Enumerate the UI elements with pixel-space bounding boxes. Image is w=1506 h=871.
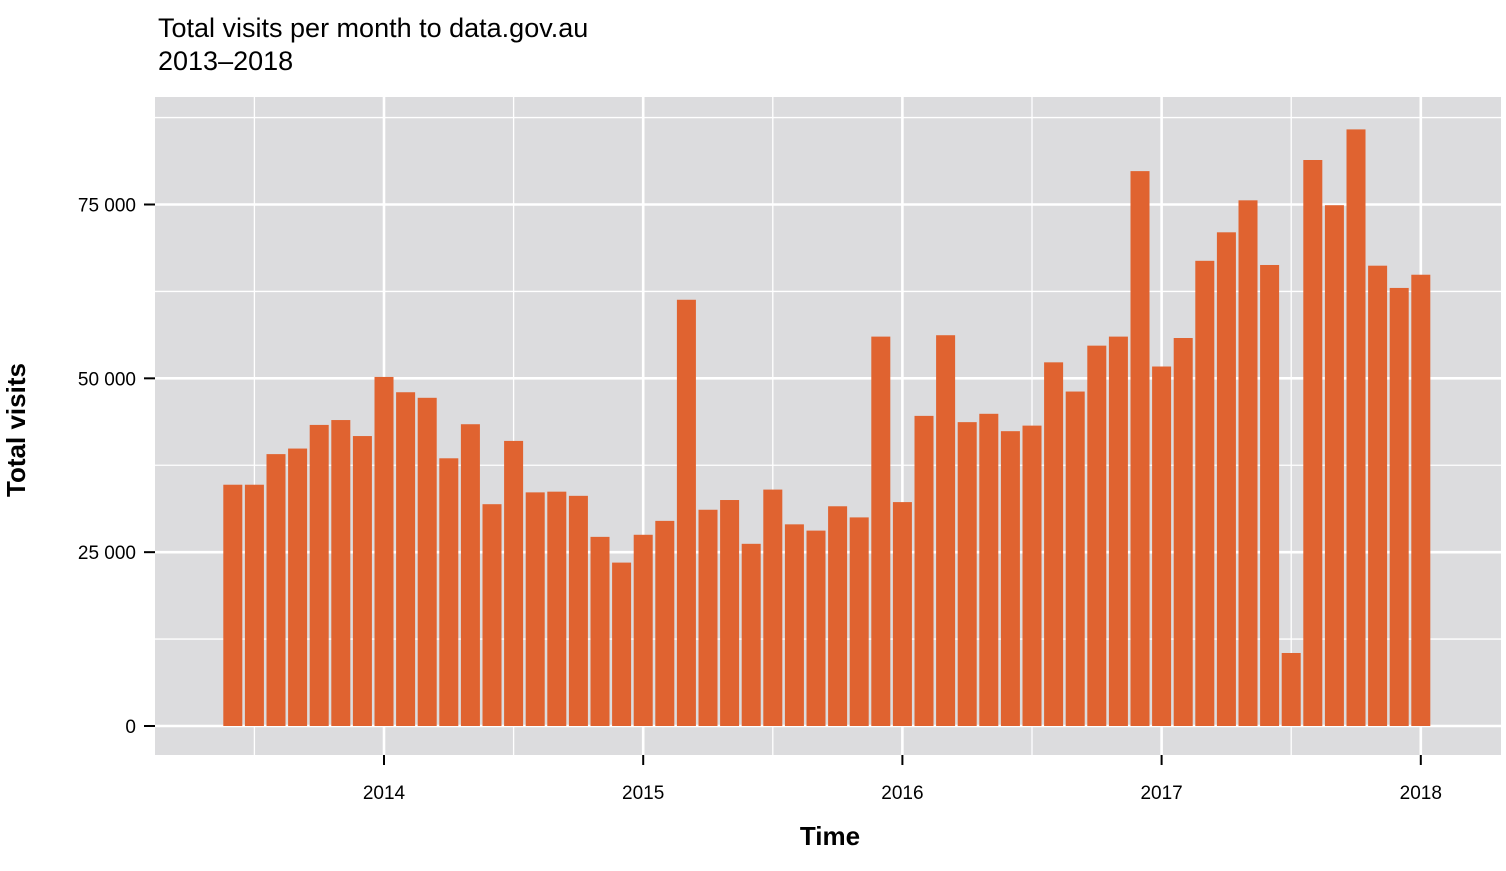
- bar: [828, 506, 848, 726]
- bar: [633, 534, 653, 726]
- bar: [1044, 362, 1064, 726]
- y-tick-label: 25 000: [78, 543, 136, 564]
- bar: [871, 336, 891, 726]
- bar: [612, 562, 632, 726]
- bar: [1065, 391, 1085, 726]
- bar: [1216, 232, 1236, 726]
- y-tick-label: 0: [125, 717, 136, 738]
- bar: [547, 491, 567, 726]
- bar: [741, 543, 761, 726]
- bar: [1130, 171, 1150, 726]
- bar: [655, 520, 675, 726]
- chart-title: Total visits per month to data.gov.au: [158, 13, 589, 43]
- bar: [1173, 338, 1193, 726]
- bar: [223, 484, 243, 726]
- y-tick-label: 75 000: [78, 196, 136, 217]
- bar: [1389, 287, 1409, 726]
- x-tick-label: 2018: [1400, 783, 1442, 804]
- bar: [266, 454, 286, 726]
- bar: [1368, 265, 1388, 726]
- x-tick-label: 2014: [363, 783, 406, 804]
- bar: [806, 530, 826, 726]
- bar: [1411, 274, 1431, 726]
- bars: [223, 129, 1431, 726]
- bar: [1087, 345, 1107, 726]
- bar: [914, 415, 934, 726]
- x-axis: 2014 2015 2016 2017 2018: [363, 755, 1442, 804]
- bar: [1108, 336, 1128, 726]
- bar: [936, 335, 956, 726]
- bar: [1238, 200, 1258, 726]
- bar: [525, 492, 545, 726]
- bar: [568, 495, 588, 726]
- bar: [352, 436, 372, 726]
- y-axis-title: Total visits: [1, 363, 31, 497]
- chart-subtitle: 2013–2018: [158, 46, 294, 76]
- bar: [331, 420, 351, 726]
- bar: [460, 424, 480, 726]
- bar: [439, 458, 459, 726]
- x-tick-label: 2015: [622, 783, 664, 804]
- bar: [1000, 431, 1020, 726]
- bar: [1324, 205, 1344, 726]
- x-axis-title: Time: [800, 821, 860, 851]
- bar: [504, 440, 524, 726]
- bar: [1260, 264, 1280, 726]
- bar: [288, 448, 308, 726]
- bar: [1281, 652, 1301, 726]
- bar: [482, 504, 502, 726]
- bar: [1152, 366, 1172, 726]
- x-tick-label: 2016: [881, 783, 923, 804]
- bar: [720, 500, 740, 726]
- chart-title-block: Total visits per month to data.gov.au 20…: [158, 12, 588, 78]
- bar: [957, 422, 977, 726]
- bar: [244, 484, 264, 726]
- bar: [849, 517, 869, 726]
- bar: [979, 413, 999, 726]
- bar: [784, 524, 804, 726]
- bar: [590, 536, 610, 726]
- bar: [417, 397, 437, 726]
- bar: [309, 424, 329, 726]
- bar: [396, 392, 416, 726]
- bar: [374, 376, 394, 726]
- x-tick-label: 2017: [1140, 783, 1182, 804]
- bar: [892, 502, 912, 726]
- bar: [763, 489, 783, 726]
- bar: [1022, 425, 1042, 726]
- y-tick-label: 50 000: [78, 369, 136, 390]
- bar: [1346, 129, 1366, 726]
- y-axis: 0 25 000 50 000 75 000: [78, 196, 155, 738]
- bar: [1303, 160, 1323, 726]
- bar: [698, 509, 718, 726]
- bar: [1195, 260, 1215, 726]
- bar: [676, 299, 696, 726]
